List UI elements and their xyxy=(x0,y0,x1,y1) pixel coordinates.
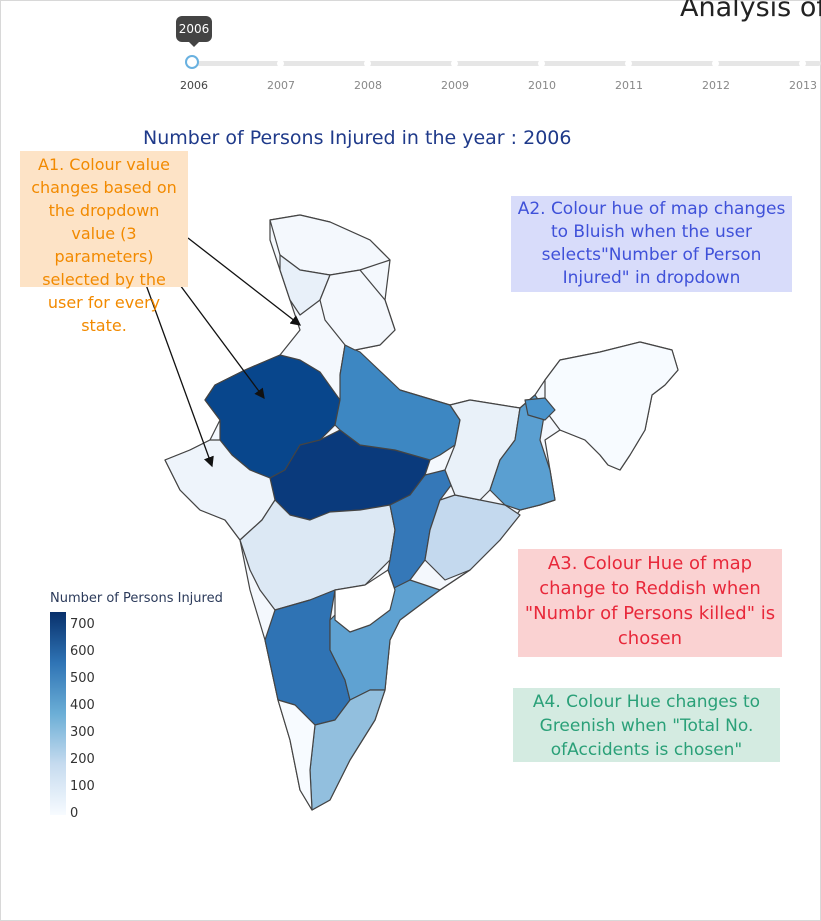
legend-tick: 100 xyxy=(70,779,95,794)
slider-tick[interactable] xyxy=(364,60,371,67)
legend-title: Number of Persons Injured xyxy=(50,591,223,606)
slider-handle[interactable] xyxy=(185,55,199,69)
state-uttarakhand[interactable] xyxy=(319,269,396,351)
year-label[interactable]: 2010 xyxy=(528,79,556,92)
year-label[interactable]: 2011 xyxy=(615,79,643,92)
state-kerala[interactable] xyxy=(277,699,316,811)
legend-tick: 500 xyxy=(70,671,95,686)
legend-tick: 600 xyxy=(70,644,95,659)
slider-tick[interactable] xyxy=(451,60,458,67)
legend-colorbar xyxy=(50,612,66,815)
annotation-a1: A1. Colour value changes based on the dr… xyxy=(20,151,188,335)
legend-tick: 300 xyxy=(70,725,95,740)
annotation-a4: A4. Colour Hue changes to Greenish when … xyxy=(513,688,780,762)
annotation-a2: A2. Colour hue of map changes to Bluish … xyxy=(511,196,792,292)
year-label[interactable]: 2013 xyxy=(789,79,817,92)
year-label[interactable]: 2009 xyxy=(441,79,469,92)
map-title: Number of Persons Injured in the year : … xyxy=(143,127,572,149)
slider-tooltip: 2006 xyxy=(176,16,212,47)
year-label[interactable]: 2008 xyxy=(354,79,382,92)
annotation-a3: A3. Colour Hue of map change to Reddish … xyxy=(518,549,782,657)
state-odisha[interactable] xyxy=(424,494,521,581)
slider-tick[interactable] xyxy=(799,60,806,67)
legend-tick: 200 xyxy=(70,752,95,767)
year-label[interactable]: 2012 xyxy=(702,79,730,92)
slider-tick[interactable] xyxy=(712,60,719,67)
page-title: Analysis of xyxy=(680,0,821,23)
state-telangana[interactable] xyxy=(334,569,396,633)
state-sikkim[interactable] xyxy=(524,397,556,421)
legend-tick: 0 xyxy=(70,806,79,821)
legend-tick: 400 xyxy=(70,698,95,713)
state-uttar-pradesh[interactable] xyxy=(334,344,461,461)
slider-tick[interactable] xyxy=(538,60,545,67)
state-gujarat[interactable] xyxy=(164,439,276,541)
state-northeast[interactable] xyxy=(544,341,679,471)
slider-tick[interactable] xyxy=(277,60,284,67)
year-label[interactable]: 2006 xyxy=(180,79,208,92)
slider-tick[interactable] xyxy=(625,60,632,67)
year-label[interactable]: 2007 xyxy=(267,79,295,92)
slider-track[interactable] xyxy=(192,61,821,66)
legend-tick: 700 xyxy=(70,617,95,632)
state-himachal-punjab[interactable] xyxy=(279,254,331,316)
